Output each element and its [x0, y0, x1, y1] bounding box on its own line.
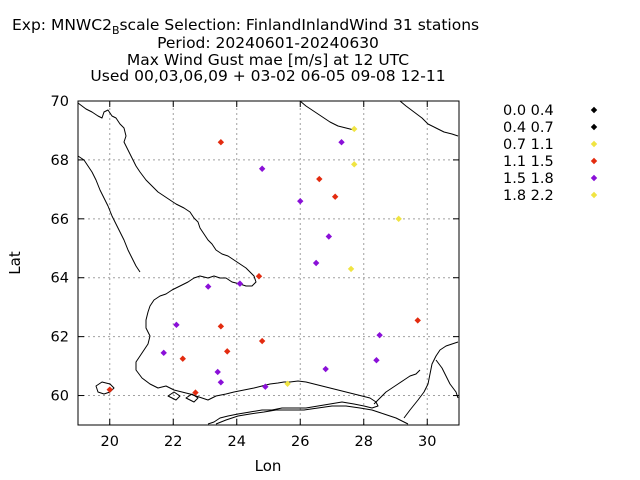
y-tick-label: 66 [51, 212, 69, 228]
data-point [351, 161, 358, 168]
x-tick-label: 20 [101, 434, 119, 450]
y-tick-label: 62 [51, 330, 69, 346]
data-point [214, 368, 221, 376]
plot-frame [77, 100, 460, 426]
data-point [204, 283, 212, 290]
data-point [316, 175, 323, 183]
data-point [255, 273, 263, 280]
data-points [106, 125, 421, 396]
data-point [173, 321, 180, 329]
data-point [217, 323, 225, 330]
data-point [284, 380, 291, 387]
data-point [297, 197, 304, 205]
y-tick-label: 70 [51, 94, 69, 110]
plot-area [77, 100, 460, 426]
x-axis-title: Lon [255, 457, 282, 475]
legend-label: 1.5 1.8 [503, 171, 554, 187]
chart-title-line-4: Used 00,03,06,09 + 03-02 06-05 09-08 12-… [90, 67, 445, 85]
y-tick-label: 64 [51, 271, 69, 287]
legend-marker [590, 174, 598, 182]
chart-title-line-3: Max Wind Gust mae [m/s] at 12 UTC [127, 51, 409, 69]
y-axis-title: Lat [6, 251, 24, 275]
data-point [395, 215, 402, 223]
x-tick-label: 28 [355, 434, 373, 450]
data-point [373, 357, 380, 364]
grid [78, 100, 459, 425]
data-point [347, 265, 355, 273]
legend-label: 1.1 1.5 [503, 154, 554, 170]
map-coastline [77, 100, 459, 425]
data-point [262, 383, 269, 390]
data-point [160, 349, 167, 357]
legend-marker [590, 140, 598, 148]
data-point [312, 259, 320, 267]
legend-marker [590, 191, 598, 199]
legend-label: 0.7 1.1 [503, 137, 554, 153]
data-point [338, 139, 345, 146]
legend-marker [590, 106, 598, 114]
axis-ticks [78, 100, 459, 425]
x-tick-label: 24 [228, 434, 246, 450]
data-point [331, 193, 339, 200]
data-point [325, 233, 333, 240]
data-point [179, 355, 186, 362]
data-point [106, 386, 113, 393]
legend-label: 0.4 0.7 [503, 120, 554, 136]
data-point [236, 280, 244, 287]
legend-marker [590, 123, 598, 131]
data-point [351, 125, 358, 133]
data-point [224, 348, 231, 355]
data-point [258, 165, 266, 172]
legend-marker [590, 157, 598, 165]
legend-label: 1.8 2.2 [503, 188, 554, 204]
legend: 0.0 0.40.4 0.70.7 1.11.1 1.51.5 1.81.8 2… [503, 103, 598, 204]
x-tick-label: 22 [164, 434, 182, 450]
legend-label: 0.0 0.4 [503, 103, 554, 119]
chart-title-line-2: Period: 20240601-20240630 [157, 34, 379, 52]
data-point [192, 389, 199, 396]
x-tick-label: 30 [418, 434, 436, 450]
y-tick-label: 68 [51, 153, 69, 169]
data-point [258, 337, 266, 345]
data-point [376, 331, 383, 339]
data-point [217, 379, 225, 386]
data-point [217, 139, 225, 146]
tick-labels: 20 22 24 26 28 30 60 62 64 66 68 70 [51, 94, 437, 450]
y-tick-label: 60 [51, 389, 69, 405]
data-point [322, 365, 329, 373]
x-tick-label: 26 [291, 434, 309, 450]
chart-title-line-1: Exp: MNWC2Bscale Selection: FinlandInlan… [12, 16, 479, 37]
data-point [414, 317, 421, 324]
